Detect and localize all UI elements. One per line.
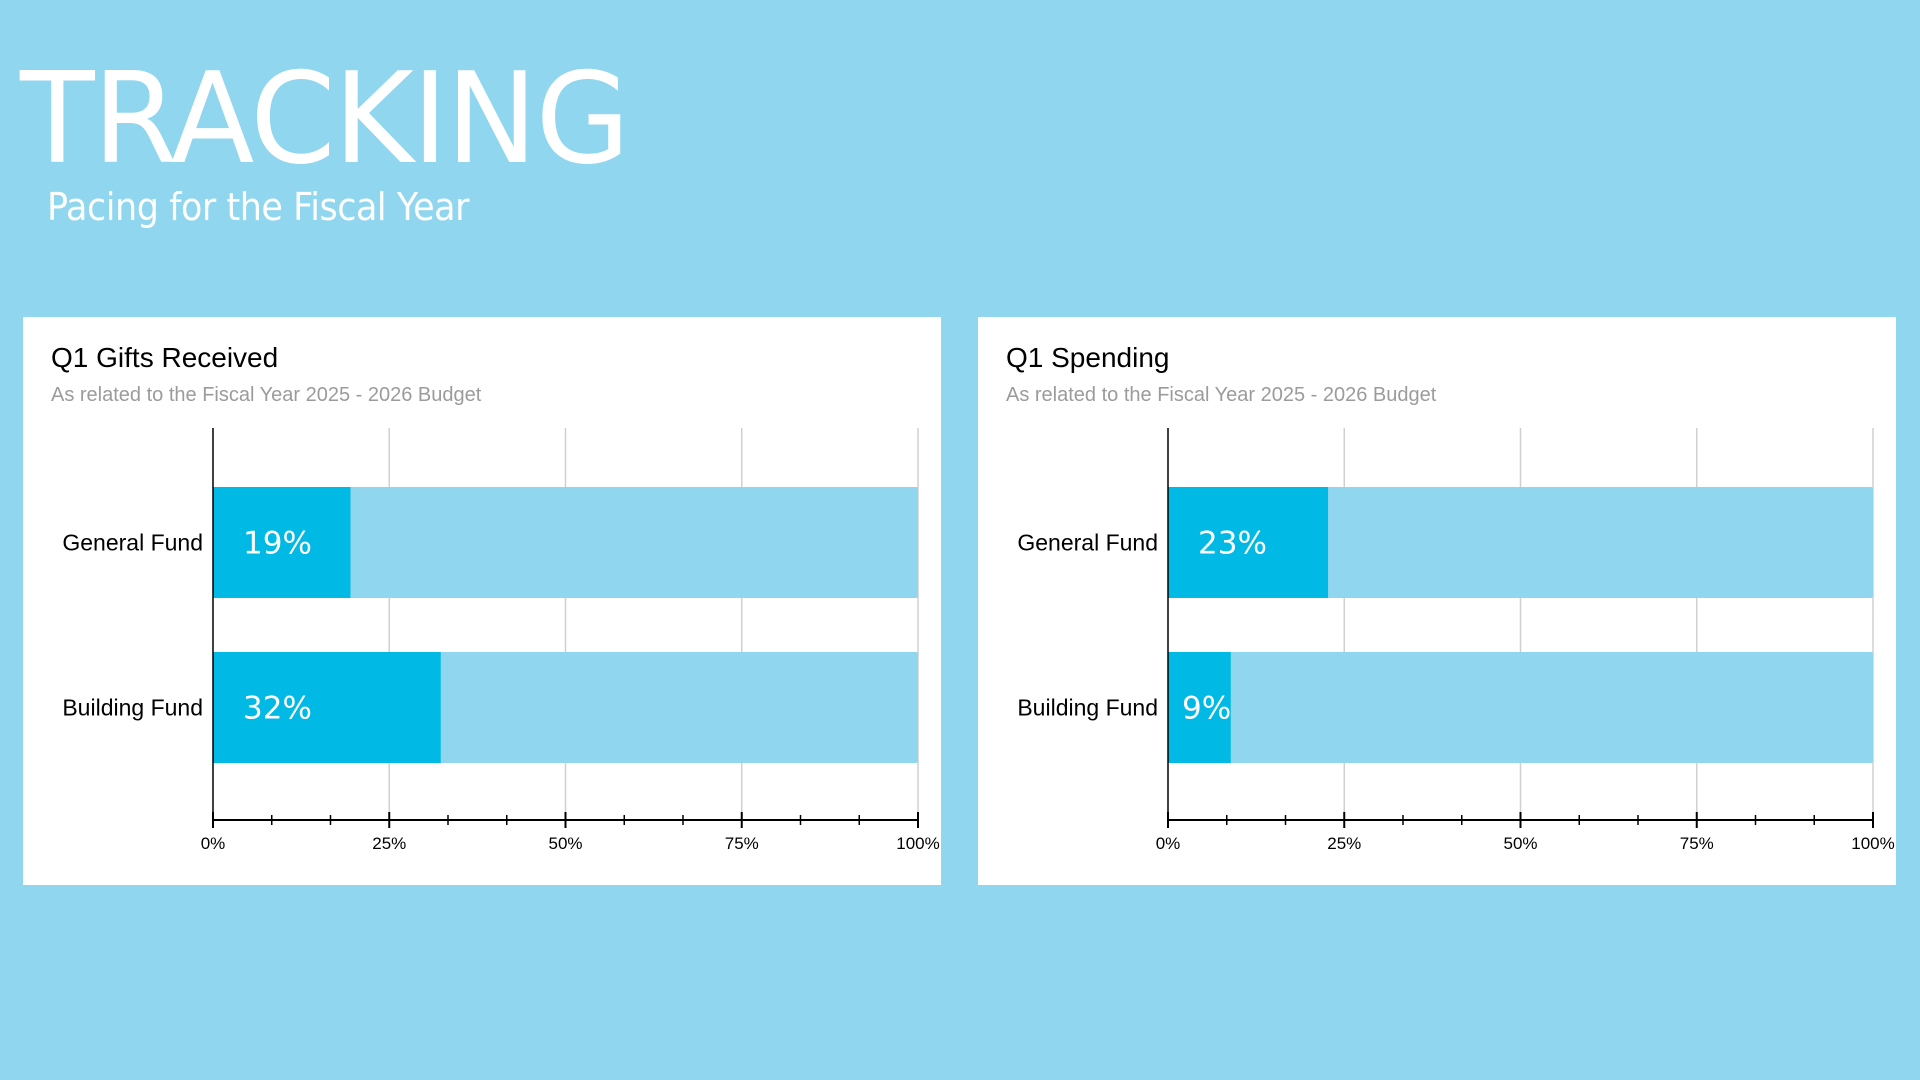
data-label: 19% [243, 526, 312, 562]
chart-title: Q1 Gifts Received [51, 342, 279, 373]
bar-chart-spending: General Fund 23% Building Fund 9% 0% 25% 50% 75… [1017, 428, 1895, 853]
chart-card-spending: Q1 Spending As related to the Fiscal Yea… [978, 317, 1896, 885]
x-tick-label: 0% [1156, 834, 1181, 853]
bar-value [213, 487, 351, 598]
x-tick-label: 50% [1503, 834, 1537, 853]
category-label: General Fund [1017, 530, 1158, 556]
chart-title: Q1 Spending [1006, 342, 1170, 373]
chart-subtitle: As related to the Fiscal Year 2025 - 202… [1006, 384, 1437, 406]
category-label: Building Fund [62, 695, 203, 721]
bar-value [1168, 487, 1329, 598]
data-label: 9% [1182, 691, 1231, 727]
bar-value [1168, 652, 1231, 763]
category-label: Building Fund [1017, 695, 1158, 721]
data-label: 23% [1198, 526, 1267, 562]
bar-value [213, 652, 441, 763]
x-tick-label: 100% [1851, 834, 1894, 853]
x-tick-label: 75% [1680, 834, 1714, 853]
bar-track [1168, 487, 1873, 598]
chart-card-gifts: Q1 Gifts Received As related to the Fisc… [23, 317, 941, 885]
bar-track [213, 487, 918, 598]
bar-track [1168, 652, 1873, 763]
category-label: General Fund [62, 530, 203, 556]
bar-chart-gifts: General Fund 19% Building Fund 32% 0% 25% 50% 7… [62, 428, 940, 853]
page-title: TRACKING [20, 45, 630, 192]
x-tick-label: 25% [1327, 834, 1361, 853]
page-subtitle: Pacing for the Fiscal Year [47, 185, 470, 229]
x-tick-label: 50% [548, 834, 582, 853]
x-tick-label: 75% [725, 834, 759, 853]
data-label: 32% [243, 691, 312, 727]
x-tick-label: 25% [372, 834, 406, 853]
chart-subtitle: As related to the Fiscal Year 2025 - 202… [51, 384, 482, 406]
x-tick-label: 0% [201, 834, 226, 853]
x-tick-label: 100% [896, 834, 939, 853]
